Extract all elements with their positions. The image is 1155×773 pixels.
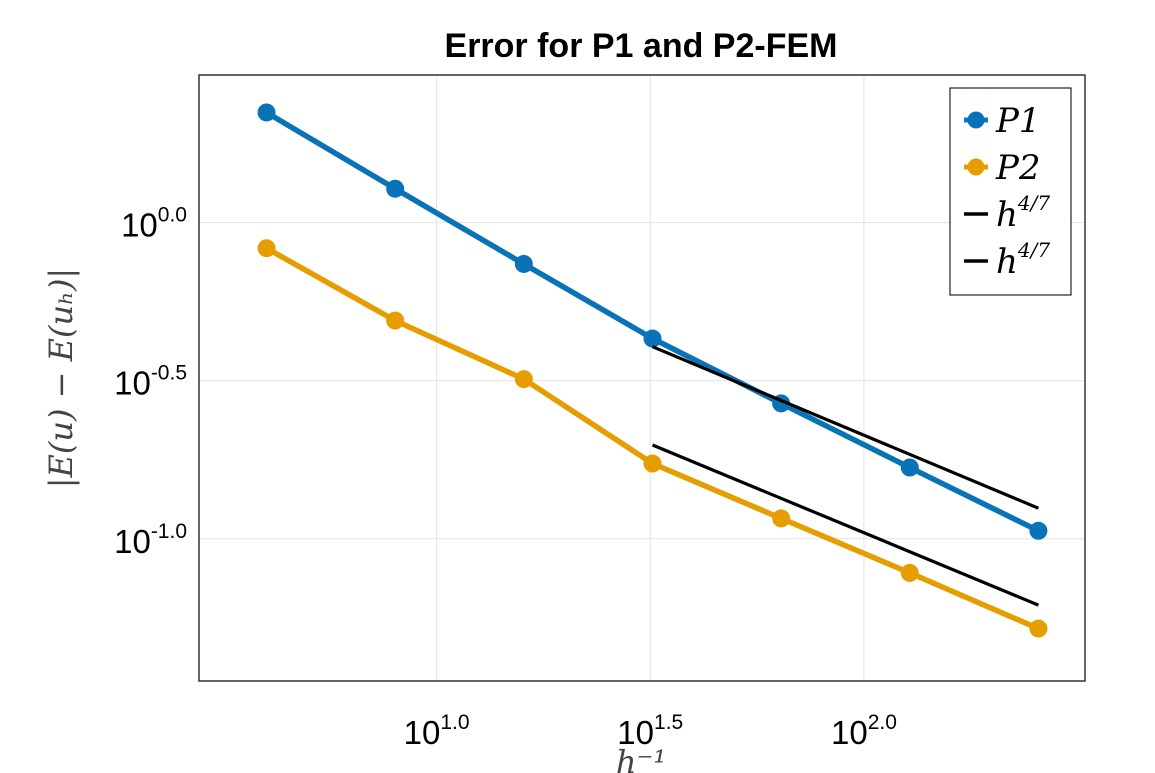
data-point-p1-0 [900, 458, 919, 477]
data-point-p2-1 [900, 563, 919, 582]
x-tick-exponent: 1.5 [654, 711, 683, 734]
data-point-p1-0 [386, 179, 405, 198]
legend-swatch-marker [967, 111, 985, 129]
x-tick-label: 101.0 [404, 711, 470, 751]
y-tick-base: 10 [114, 365, 151, 402]
legend-label: P1 [995, 101, 1041, 141]
data-point-p2-1 [514, 370, 533, 389]
y-tick-label: 100.0 [121, 204, 187, 244]
y-tick-base: 10 [121, 207, 158, 244]
data-point-p2-1 [1029, 619, 1048, 638]
legend-label: P2 [995, 148, 1041, 188]
x-tick-label: 102.0 [831, 711, 897, 751]
legend-label-name: P1 [995, 101, 1041, 141]
legend-label-exponent: 4/7 [1017, 191, 1050, 215]
plot-frame [198, 74, 1086, 682]
legend-label-name: h [996, 242, 1018, 282]
data-point-p2-1 [772, 509, 791, 528]
x-tick-exponent: 1.0 [440, 711, 469, 734]
legend-swatch-marker [967, 158, 985, 176]
legend-label-name: P2 [995, 148, 1041, 188]
x-axis-label: h⁻¹ [616, 743, 666, 773]
y-tick-label: 10-0.5 [114, 362, 187, 402]
x-tick-labels: 101.0 101.5 102.0 [404, 711, 897, 751]
x-tick-base: 10 [831, 714, 868, 751]
y-tick-base: 10 [114, 523, 151, 560]
series-line-h-3 [651, 443, 1040, 607]
data-point-p1-0 [1029, 521, 1048, 540]
y-tick-labels: 100.010-0.510-1.0 [114, 204, 187, 560]
x-tick-exponent: 2.0 [868, 711, 897, 734]
x-tick-label: 101.5 [617, 711, 683, 751]
data-point-p1-0 [257, 103, 276, 122]
x-tick-base: 10 [404, 714, 441, 751]
y-tick-exponent: -0.5 [151, 362, 187, 385]
x-tick-base: 10 [617, 714, 654, 751]
y-tick-label: 10-1.0 [114, 520, 187, 560]
chart-title: Error for P1 and P2-FEM [445, 27, 838, 65]
legend-label-exponent: 4/7 [1017, 238, 1050, 262]
grid [199, 75, 1085, 681]
data-point-p2-1 [257, 239, 276, 258]
data-point-p1-0 [643, 329, 662, 348]
y-tick-exponent: -1.0 [151, 520, 187, 543]
legend-label: h4/7 [996, 238, 1050, 282]
y-tick-exponent: 0.0 [158, 204, 187, 227]
series-line-h-2 [651, 345, 1040, 510]
series-layer [257, 103, 1048, 638]
legend-label-name: h [996, 195, 1018, 235]
y-axis-label: |E(u) − E(uₕ)| [42, 268, 80, 488]
legend-label: h4/7 [996, 191, 1050, 235]
data-point-p1-0 [514, 254, 533, 273]
data-point-p2-1 [386, 311, 405, 330]
data-point-p2-1 [643, 454, 662, 473]
